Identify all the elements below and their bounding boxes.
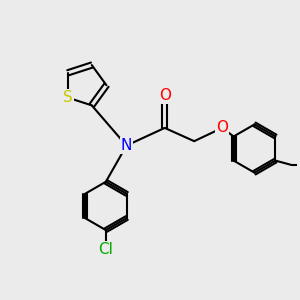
Text: Cl: Cl [98,242,113,257]
Text: S: S [63,90,73,105]
Text: O: O [159,88,171,103]
Text: O: O [216,120,228,135]
Text: N: N [121,138,132,153]
